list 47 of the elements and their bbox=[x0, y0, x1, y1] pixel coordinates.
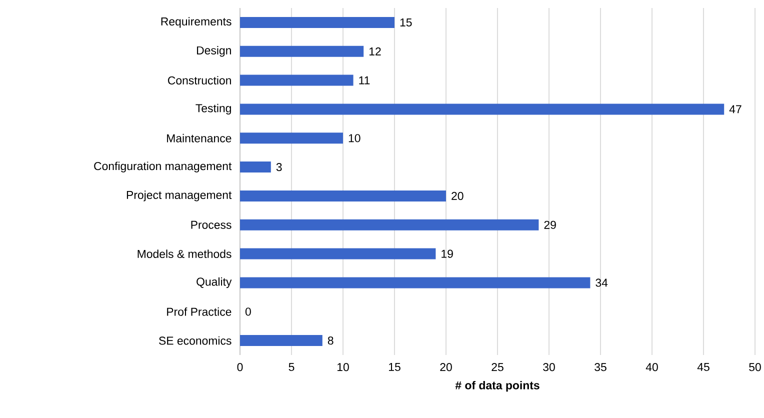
x-tick-label: 50 bbox=[749, 363, 761, 372]
y-tick-label: Construction bbox=[168, 76, 231, 84]
x-axis-title: # of data points bbox=[455, 380, 540, 392]
data-label: 20 bbox=[452, 192, 464, 200]
y-tick-label: Design bbox=[197, 46, 231, 57]
x-tick-label: 25 bbox=[492, 363, 504, 372]
data-label: 11 bbox=[359, 76, 370, 84]
data-label: 12 bbox=[369, 47, 381, 56]
y-tick-label: Prof Practice bbox=[167, 307, 232, 316]
y-tick-label: Configuration management bbox=[94, 162, 232, 172]
x-tick-label: 5 bbox=[288, 363, 294, 372]
bar bbox=[240, 74, 354, 86]
bar bbox=[240, 190, 446, 202]
data-label: 15 bbox=[400, 18, 412, 26]
y-tick-label: Process bbox=[191, 220, 232, 229]
x-tick-label: 35 bbox=[594, 363, 606, 372]
bar bbox=[240, 132, 344, 144]
x-tick-label: 45 bbox=[697, 363, 710, 372]
x-tick-label: 20 bbox=[440, 363, 452, 372]
y-tick-label: Project management bbox=[126, 190, 232, 202]
x-tick-label: 15 bbox=[389, 363, 400, 372]
data-label: 19 bbox=[442, 250, 453, 258]
x-tick-label: 10 bbox=[338, 363, 349, 372]
y-tick-label: SE economics bbox=[159, 336, 232, 345]
data-label: 29 bbox=[544, 220, 556, 229]
data-label: 47 bbox=[729, 105, 742, 114]
x-tick-label: 40 bbox=[646, 363, 658, 372]
bar bbox=[240, 46, 364, 57]
data-label: 3 bbox=[276, 162, 282, 172]
bar bbox=[240, 104, 724, 115]
bar bbox=[240, 162, 271, 173]
bar bbox=[240, 16, 395, 28]
data-label: 8 bbox=[328, 336, 334, 345]
bar bbox=[240, 335, 322, 346]
data-label: 10 bbox=[348, 134, 360, 142]
data-label: 34 bbox=[596, 278, 608, 287]
y-tick-label: Testing bbox=[196, 104, 231, 115]
y-tick-label: Quality bbox=[196, 277, 232, 288]
bar bbox=[240, 219, 539, 230]
y-tick-label: Requirements bbox=[161, 17, 232, 28]
x-tick-label: 30 bbox=[543, 363, 555, 372]
bar bbox=[240, 248, 436, 260]
y-tick-label: Maintenance bbox=[167, 134, 232, 142]
data-label: 0 bbox=[245, 308, 251, 316]
y-tick-label: Models & methods bbox=[138, 250, 232, 258]
x-tick-label: 0 bbox=[237, 363, 243, 372]
bar bbox=[240, 277, 590, 288]
